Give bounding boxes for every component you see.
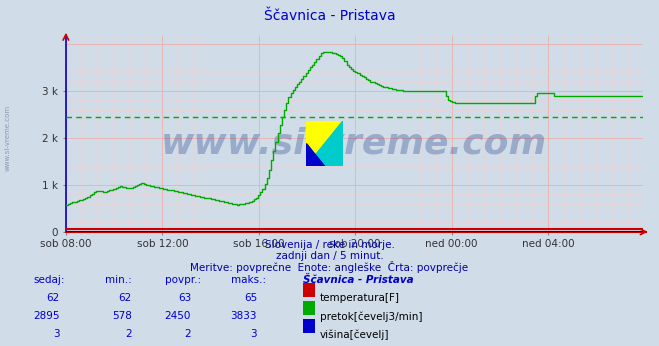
Text: 3833: 3833	[231, 311, 257, 321]
Text: Slovenija / reke in morje.: Slovenija / reke in morje.	[264, 240, 395, 251]
Text: 3: 3	[250, 329, 257, 339]
Text: 62: 62	[119, 293, 132, 303]
Text: sedaj:: sedaj:	[33, 275, 65, 285]
Text: Ščavnica - Pristava: Ščavnica - Pristava	[303, 275, 414, 285]
Text: 2: 2	[125, 329, 132, 339]
Text: min.:: min.:	[105, 275, 132, 285]
Text: 2895: 2895	[33, 311, 59, 321]
Text: zadnji dan / 5 minut.: zadnji dan / 5 minut.	[275, 251, 384, 261]
Text: povpr.:: povpr.:	[165, 275, 201, 285]
Text: www.si-vreme.com: www.si-vreme.com	[5, 105, 11, 172]
Text: 2450: 2450	[165, 311, 191, 321]
Text: 578: 578	[112, 311, 132, 321]
Text: Ščavnica - Pristava: Ščavnica - Pristava	[264, 9, 395, 22]
Text: 62: 62	[46, 293, 59, 303]
Text: pretok[čevelj3/min]: pretok[čevelj3/min]	[320, 311, 422, 321]
Text: višina[čevelj]: višina[čevelj]	[320, 329, 389, 339]
Polygon shape	[306, 121, 343, 166]
Text: temperatura[F]: temperatura[F]	[320, 293, 399, 303]
Polygon shape	[306, 144, 325, 166]
Text: maks.:: maks.:	[231, 275, 266, 285]
Text: 3: 3	[53, 329, 59, 339]
Text: 63: 63	[178, 293, 191, 303]
Polygon shape	[306, 121, 343, 166]
Text: 65: 65	[244, 293, 257, 303]
Text: Meritve: povprečne  Enote: angleške  Črta: povprečje: Meritve: povprečne Enote: angleške Črta:…	[190, 261, 469, 273]
Text: www.si-vreme.com: www.si-vreme.com	[161, 126, 547, 160]
Text: 2: 2	[185, 329, 191, 339]
